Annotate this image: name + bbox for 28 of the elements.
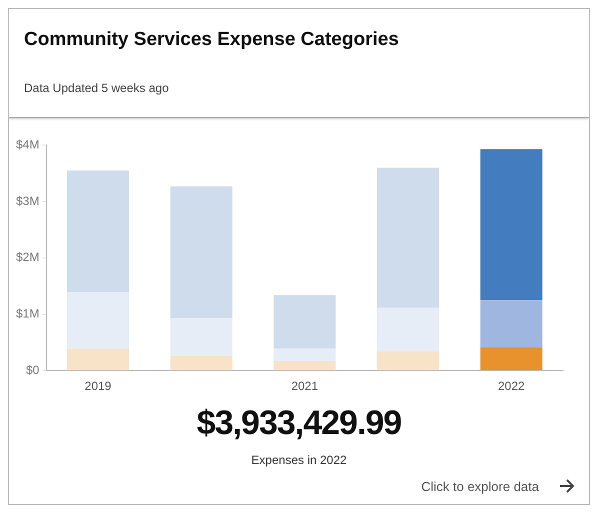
bar (67, 170, 130, 292)
y-tick-label: $2M (16, 250, 40, 264)
text: $3,933,429.99 (196, 404, 402, 443)
x-tick-label: 2022 (498, 379, 526, 394)
bar (67, 348, 130, 370)
chart-title: Community Services Expense Categories (24, 29, 399, 51)
x-tick-label: 2021 (291, 379, 318, 394)
bar (377, 307, 440, 352)
bar (377, 168, 440, 308)
text: Expenses in 2022 (250, 453, 348, 467)
bar (377, 351, 440, 370)
y-tick-label: $4M (16, 138, 40, 152)
y-tick-label: $0 (26, 362, 40, 377)
bar (170, 186, 232, 318)
bar (274, 348, 336, 362)
y-tick-label: $3M (16, 194, 40, 208)
bar (480, 347, 542, 370)
bar (67, 292, 130, 349)
bar (170, 356, 232, 370)
bar (480, 300, 542, 348)
bar (274, 361, 336, 370)
bar (274, 295, 336, 349)
bar (170, 318, 232, 356)
x-tick-label: 2019 (84, 379, 112, 394)
y-tick-label: $1M (16, 306, 40, 321)
chart-subtitle: Data Updated 5 weeks ago (24, 81, 169, 95)
bar (480, 149, 542, 300)
text: Click to explore data (421, 479, 539, 494)
